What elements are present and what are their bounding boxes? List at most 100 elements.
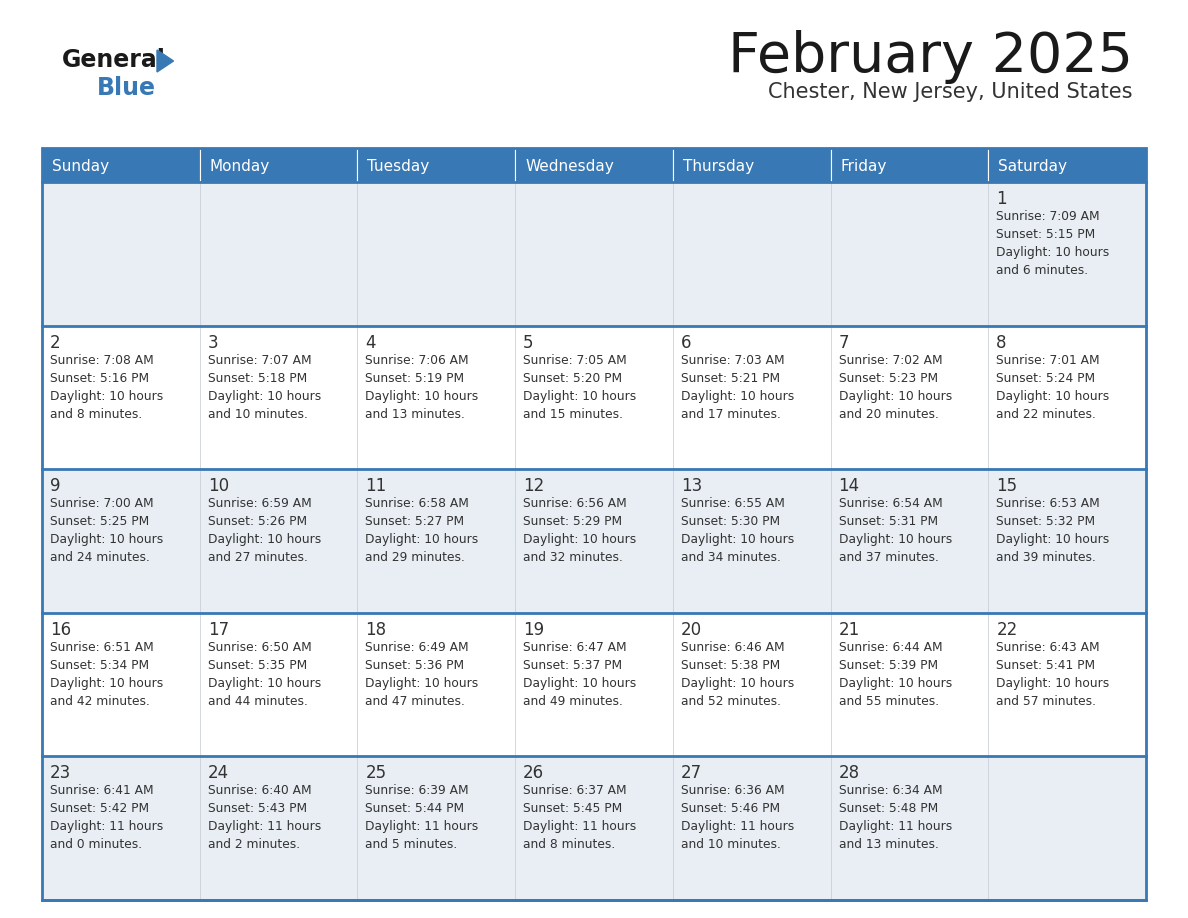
- Bar: [516, 148, 672, 182]
- Text: February 2025: February 2025: [728, 30, 1133, 84]
- Bar: [830, 148, 988, 182]
- Text: Monday: Monday: [210, 159, 270, 174]
- Text: and 15 minutes.: and 15 minutes.: [523, 408, 624, 420]
- Text: Sunrise: 6:51 AM: Sunrise: 6:51 AM: [50, 641, 153, 654]
- Bar: [516, 326, 672, 469]
- Text: Sunrise: 6:58 AM: Sunrise: 6:58 AM: [366, 498, 469, 510]
- Text: 17: 17: [208, 621, 229, 639]
- Text: Daylight: 10 hours: Daylight: 10 hours: [50, 389, 163, 403]
- Text: Thursday: Thursday: [683, 159, 754, 174]
- Bar: [672, 469, 830, 613]
- Text: Sunrise: 6:34 AM: Sunrise: 6:34 AM: [839, 784, 942, 798]
- Text: Sunrise: 7:05 AM: Sunrise: 7:05 AM: [523, 353, 627, 366]
- Text: Daylight: 10 hours: Daylight: 10 hours: [523, 533, 637, 546]
- Bar: [42, 613, 200, 756]
- Text: 14: 14: [839, 477, 860, 495]
- Text: Sunset: 5:30 PM: Sunset: 5:30 PM: [681, 515, 781, 528]
- Text: Sunrise: 6:43 AM: Sunrise: 6:43 AM: [997, 641, 1100, 654]
- Text: Sunset: 5:32 PM: Sunset: 5:32 PM: [997, 515, 1095, 528]
- Text: Daylight: 11 hours: Daylight: 11 hours: [366, 821, 479, 834]
- Text: Sunset: 5:19 PM: Sunset: 5:19 PM: [366, 372, 465, 385]
- Bar: [42, 469, 200, 613]
- Text: and 55 minutes.: and 55 minutes.: [839, 695, 939, 708]
- Text: Sunrise: 6:56 AM: Sunrise: 6:56 AM: [523, 498, 627, 510]
- Text: Sunset: 5:18 PM: Sunset: 5:18 PM: [208, 372, 307, 385]
- Text: Daylight: 10 hours: Daylight: 10 hours: [523, 389, 637, 403]
- Text: Sunrise: 6:46 AM: Sunrise: 6:46 AM: [681, 641, 784, 654]
- Text: Sunrise: 6:54 AM: Sunrise: 6:54 AM: [839, 498, 942, 510]
- Text: and 6 minutes.: and 6 minutes.: [997, 264, 1088, 277]
- Text: 6: 6: [681, 333, 691, 352]
- Text: 9: 9: [50, 477, 61, 495]
- Text: Sunrise: 7:03 AM: Sunrise: 7:03 AM: [681, 353, 784, 366]
- Text: Sunset: 5:16 PM: Sunset: 5:16 PM: [50, 372, 150, 385]
- Text: Sunset: 5:42 PM: Sunset: 5:42 PM: [50, 802, 150, 815]
- Bar: [988, 469, 1146, 613]
- Text: Sunset: 5:34 PM: Sunset: 5:34 PM: [50, 659, 150, 672]
- Text: Sunrise: 7:01 AM: Sunrise: 7:01 AM: [997, 353, 1100, 366]
- Text: 2: 2: [50, 333, 61, 352]
- Text: 15: 15: [997, 477, 1017, 495]
- Bar: [672, 326, 830, 469]
- Text: and 52 minutes.: and 52 minutes.: [681, 695, 781, 708]
- Text: General: General: [62, 48, 166, 72]
- Text: 27: 27: [681, 765, 702, 782]
- Text: Sunrise: 6:59 AM: Sunrise: 6:59 AM: [208, 498, 311, 510]
- Text: Daylight: 10 hours: Daylight: 10 hours: [997, 533, 1110, 546]
- Bar: [358, 613, 516, 756]
- Text: Daylight: 11 hours: Daylight: 11 hours: [681, 821, 794, 834]
- Text: and 0 minutes.: and 0 minutes.: [50, 838, 143, 851]
- Text: and 8 minutes.: and 8 minutes.: [523, 838, 615, 851]
- Bar: [516, 613, 672, 756]
- Bar: [988, 148, 1146, 182]
- Text: Daylight: 10 hours: Daylight: 10 hours: [523, 677, 637, 689]
- Text: and 20 minutes.: and 20 minutes.: [839, 408, 939, 420]
- Text: Sunrise: 7:02 AM: Sunrise: 7:02 AM: [839, 353, 942, 366]
- Bar: [42, 326, 200, 469]
- Bar: [200, 148, 358, 182]
- Text: Sunrise: 6:40 AM: Sunrise: 6:40 AM: [208, 784, 311, 798]
- Text: Daylight: 10 hours: Daylight: 10 hours: [208, 389, 321, 403]
- Text: 25: 25: [366, 765, 386, 782]
- Text: Friday: Friday: [841, 159, 887, 174]
- Bar: [42, 148, 1146, 900]
- Text: Sunset: 5:21 PM: Sunset: 5:21 PM: [681, 372, 781, 385]
- Text: and 22 minutes.: and 22 minutes.: [997, 408, 1097, 420]
- Text: Sunset: 5:43 PM: Sunset: 5:43 PM: [208, 802, 307, 815]
- Text: and 49 minutes.: and 49 minutes.: [523, 695, 623, 708]
- Text: Sunset: 5:41 PM: Sunset: 5:41 PM: [997, 659, 1095, 672]
- Text: Sunset: 5:15 PM: Sunset: 5:15 PM: [997, 228, 1095, 241]
- Polygon shape: [157, 50, 173, 72]
- Text: Sunset: 5:38 PM: Sunset: 5:38 PM: [681, 659, 781, 672]
- Text: and 2 minutes.: and 2 minutes.: [208, 838, 299, 851]
- Text: Daylight: 10 hours: Daylight: 10 hours: [681, 389, 794, 403]
- Text: 19: 19: [523, 621, 544, 639]
- Bar: [830, 182, 988, 326]
- Text: and 42 minutes.: and 42 minutes.: [50, 695, 150, 708]
- Text: 24: 24: [208, 765, 229, 782]
- Text: Daylight: 10 hours: Daylight: 10 hours: [366, 389, 479, 403]
- Text: Sunset: 5:31 PM: Sunset: 5:31 PM: [839, 515, 937, 528]
- Text: Sunrise: 7:09 AM: Sunrise: 7:09 AM: [997, 210, 1100, 223]
- Bar: [830, 756, 988, 900]
- Text: Sunrise: 7:00 AM: Sunrise: 7:00 AM: [50, 498, 153, 510]
- Text: Sunset: 5:29 PM: Sunset: 5:29 PM: [523, 515, 623, 528]
- Text: Sunday: Sunday: [52, 159, 109, 174]
- Text: 28: 28: [839, 765, 860, 782]
- Text: 16: 16: [50, 621, 71, 639]
- Text: Sunset: 5:23 PM: Sunset: 5:23 PM: [839, 372, 937, 385]
- Text: Daylight: 10 hours: Daylight: 10 hours: [839, 533, 952, 546]
- Text: Sunset: 5:37 PM: Sunset: 5:37 PM: [523, 659, 623, 672]
- Text: 5: 5: [523, 333, 533, 352]
- Text: Daylight: 10 hours: Daylight: 10 hours: [997, 677, 1110, 689]
- Text: 8: 8: [997, 333, 1006, 352]
- Bar: [988, 182, 1146, 326]
- Text: Daylight: 10 hours: Daylight: 10 hours: [50, 677, 163, 689]
- Text: 10: 10: [208, 477, 229, 495]
- Text: Sunset: 5:24 PM: Sunset: 5:24 PM: [997, 372, 1095, 385]
- Bar: [200, 182, 358, 326]
- Bar: [830, 326, 988, 469]
- Text: 23: 23: [50, 765, 71, 782]
- Text: 21: 21: [839, 621, 860, 639]
- Text: Daylight: 10 hours: Daylight: 10 hours: [839, 389, 952, 403]
